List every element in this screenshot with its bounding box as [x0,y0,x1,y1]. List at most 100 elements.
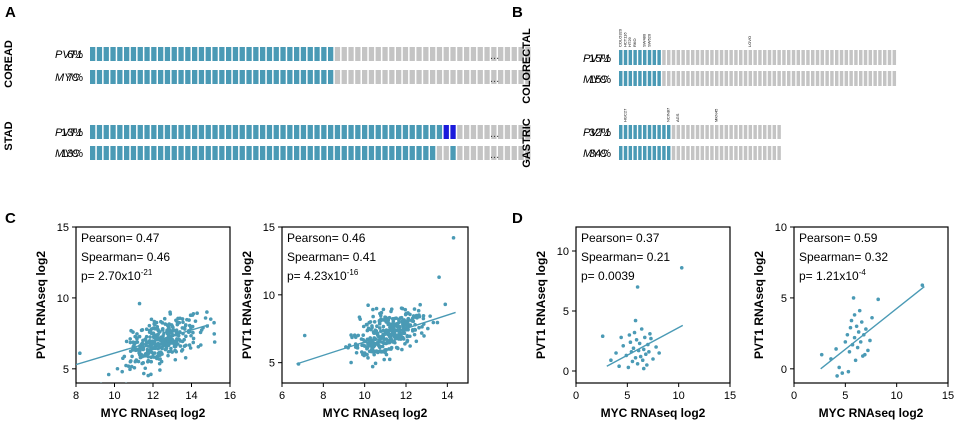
oncoprint-cell [863,71,868,86]
oncoprint-cell [772,125,777,139]
oncoprint-cell [103,47,109,61]
data-point [399,315,404,320]
oncoprint-cell [362,47,368,61]
data-point [166,350,171,354]
oncoprint-cell [715,50,719,65]
oncoprint-cell [321,125,327,139]
oncoprint-cell [511,70,517,84]
data-point [387,347,391,351]
x-axis-title: MYC RNAseq log2 [323,406,428,420]
oncoprint-cell [423,47,429,61]
oncoprint-cell [763,146,767,160]
panel-letter-a: A [5,4,16,21]
oncoprint-cell [321,70,327,84]
data-point [167,327,172,332]
data-point [637,341,642,346]
oncoprint-cell [96,146,103,160]
y-tick-label: 15 [57,222,69,234]
data-point [169,346,173,351]
p-value-exponent: -21 [141,268,153,277]
oncoprint-cell [110,47,116,61]
oncoprint-cell [185,125,191,139]
oncoprint-cell [518,125,524,139]
p-value-base: p= 1.21x10 [799,269,859,283]
oncoprint-cell [657,125,661,139]
oncoprint-cell [430,146,436,160]
oncoprint-cell [477,146,483,160]
oncoprint-cell [212,146,218,160]
oncoprint-cell [348,125,354,139]
oncoprint-cell [144,47,150,61]
oncoprint-cell [767,50,772,65]
data-point [149,359,153,364]
oncoprint-cell [375,125,381,139]
x-axis-title: MYC RNAseq log2 [101,406,206,420]
data-point [361,333,366,337]
oncoprint-cell [110,125,116,139]
data-point [182,344,187,348]
oncoprint-cell [667,71,671,86]
data-point [868,338,872,343]
oncoprint-cell [464,47,470,61]
oncoprint-cell [662,71,666,86]
data-point [412,307,417,311]
oncoprint-cell [450,70,456,84]
data-point [180,347,185,352]
oncoprint-cell [681,146,685,160]
oncoprint-cell [729,50,733,65]
oncoprint-cell [355,146,361,160]
data-point [142,371,146,376]
data-point [132,342,136,347]
oncoprint-cell [633,71,637,86]
oncoprint-cell [389,146,395,160]
scatter-plot-c-coread: 8 10 12 14 16 5 10 15 MYC RNAseq log2 PVT1 RNAseq… [34,222,236,420]
oncoprint-cell [763,125,767,139]
oncoprint-cell [300,70,307,84]
oncoprint-cell [212,70,218,84]
oncoprint-cell [341,70,347,84]
percent-label: 7% [67,72,83,84]
oncoprint-cell [362,70,368,84]
data-point [408,334,412,339]
data-point [679,266,684,270]
data-point [158,368,162,372]
oncoprint-cell [657,50,661,65]
data-point [383,318,388,323]
oncoprint-cell [619,71,623,86]
oncoprint-cell [652,50,657,65]
oncoprint-cell [695,50,700,65]
oncoprint-cell [498,47,504,61]
data-point [124,363,128,368]
p-value-exponent: -4 [859,268,867,277]
oncoprint-cell [777,71,781,86]
oncoprint-cell [887,50,892,65]
oncoprint-cell [389,47,395,61]
oncoprint-cell [212,125,218,139]
oncoprint-cell [253,146,259,160]
oncoprint-cell [623,146,628,160]
oncoprint-cell [878,71,882,86]
oncoprint-cell [416,47,422,61]
oncoprint-cell [729,146,733,160]
oncoprint-cell [294,146,300,160]
oncoprint-cell [498,125,504,139]
oncoprint-cell [355,125,361,139]
data-point [115,366,120,371]
cancer-label: COREAD [3,40,15,88]
percent-label: 15% [589,53,611,65]
data-point [378,340,383,344]
oncoprint-cell [652,146,657,160]
oncoprint-cell [700,71,705,86]
data-point [635,362,640,366]
oncoprint-cell [815,71,820,86]
data-point [852,313,857,317]
data-point [212,340,217,344]
data-point [356,333,361,338]
data-point [158,357,162,361]
y-tick-label: 0 [563,366,569,378]
cancer-label: STAD [3,121,15,150]
oncoprint-cell [436,70,443,84]
data-point [389,337,393,341]
data-point [191,312,196,316]
oncoprint-cell [825,50,829,65]
